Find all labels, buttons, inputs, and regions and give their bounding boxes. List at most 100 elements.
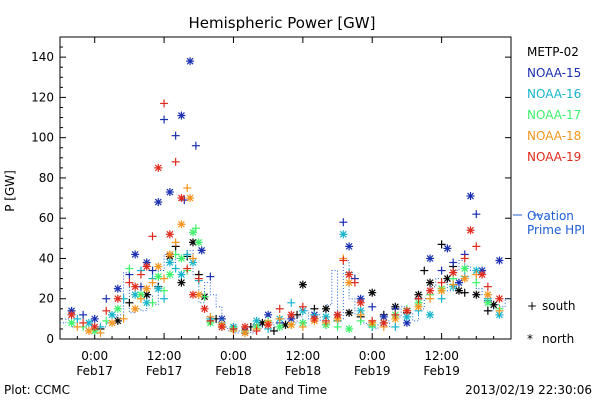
data-point <box>194 238 203 247</box>
data-point <box>171 131 180 140</box>
data-point <box>206 316 215 325</box>
data-point <box>321 316 330 325</box>
data-point <box>148 266 157 275</box>
y-tick-label: 100 <box>31 131 54 145</box>
x-tick-time-label: 12:00 <box>147 349 182 363</box>
data-point <box>177 111 186 120</box>
north-marker-symbol: * <box>527 332 533 346</box>
data-point <box>454 278 463 287</box>
y-tick-label: 40 <box>39 251 54 265</box>
data-point <box>160 99 169 108</box>
data-point <box>437 240 446 249</box>
data-point <box>125 298 134 307</box>
data-point <box>84 326 93 335</box>
data-point <box>345 270 354 279</box>
data-point <box>142 262 151 271</box>
data-point <box>67 310 76 319</box>
data-point <box>321 304 330 313</box>
data-point <box>90 322 99 331</box>
data-point <box>449 258 458 267</box>
data-point <box>472 210 481 219</box>
data-point <box>79 310 88 319</box>
data-point <box>160 286 169 295</box>
x-tick-time-label: 0:00 <box>359 349 386 363</box>
data-point <box>188 254 197 263</box>
data-point <box>472 290 481 299</box>
data-point <box>466 192 475 201</box>
legend-item: NOAA-16 <box>527 87 581 101</box>
data-point <box>125 264 134 273</box>
data-point <box>191 224 200 233</box>
data-point <box>345 324 354 333</box>
data-point <box>310 314 319 323</box>
data-point <box>183 250 192 259</box>
data-point <box>131 250 140 259</box>
data-point <box>298 280 307 289</box>
y-tick-label: 20 <box>39 292 54 306</box>
data-point <box>298 302 307 311</box>
data-point <box>466 226 475 235</box>
data-point <box>102 306 111 315</box>
south-marker-symbol: + <box>527 299 537 313</box>
data-point <box>437 266 446 275</box>
data-point <box>333 310 342 319</box>
data-point <box>171 157 180 166</box>
legend: METP-02 NOAA-15 NOAA-16 NOAA-17 NOAA-18 NOAA-… <box>527 45 581 164</box>
data-point <box>96 328 105 337</box>
data-point <box>154 272 163 281</box>
data-point <box>275 314 284 323</box>
data-point <box>483 282 492 291</box>
data-point <box>368 288 377 297</box>
data-point <box>345 278 354 287</box>
data-point <box>217 322 226 331</box>
data-point <box>154 284 163 293</box>
y-tick-label: 120 <box>31 90 54 104</box>
data-point <box>420 266 429 275</box>
data-point <box>287 320 296 329</box>
data-point <box>460 254 469 263</box>
data-point <box>171 264 180 273</box>
data-point <box>339 256 348 265</box>
data-point <box>472 242 481 251</box>
data-point <box>269 326 278 335</box>
data-point <box>443 244 452 253</box>
x-tick-date-label: Feb18 <box>285 364 322 378</box>
data-point <box>200 292 209 301</box>
y-axis-label: P [GW] <box>3 170 17 212</box>
data-point <box>483 306 492 315</box>
data-point <box>495 310 504 319</box>
data-point <box>73 322 82 331</box>
data-point <box>449 280 458 289</box>
data-point <box>460 264 469 273</box>
data-point <box>154 198 163 207</box>
data-point <box>402 306 411 315</box>
data-point <box>165 188 174 197</box>
data-point <box>165 230 174 239</box>
data-point <box>148 298 157 307</box>
data-point <box>345 242 354 251</box>
x-tick-date-label: Feb19 <box>354 364 391 378</box>
data-point <box>186 194 195 203</box>
data-point <box>391 310 400 319</box>
data-point <box>188 228 197 237</box>
data-point <box>148 278 157 287</box>
x-axis-label: Date and Time <box>239 383 327 397</box>
data-point <box>160 294 169 303</box>
data-point <box>426 286 435 295</box>
data-point <box>183 264 192 273</box>
plot-credit: Plot: CCMC <box>4 383 70 397</box>
data-point <box>437 278 446 287</box>
y-axis: 0 20 40 60 80 100 120 140 <box>31 46 511 346</box>
legend-item: NOAA-19 <box>527 150 581 164</box>
data-point <box>437 286 446 295</box>
data-point <box>206 272 215 281</box>
data-point <box>194 274 203 283</box>
y-tick-label: 80 <box>39 171 54 185</box>
data-point <box>460 288 469 297</box>
data-point <box>160 115 169 124</box>
data-point <box>495 256 504 265</box>
data-point <box>154 262 163 271</box>
data-point <box>177 194 186 203</box>
x-tick-time-label: 12:00 <box>286 349 321 363</box>
